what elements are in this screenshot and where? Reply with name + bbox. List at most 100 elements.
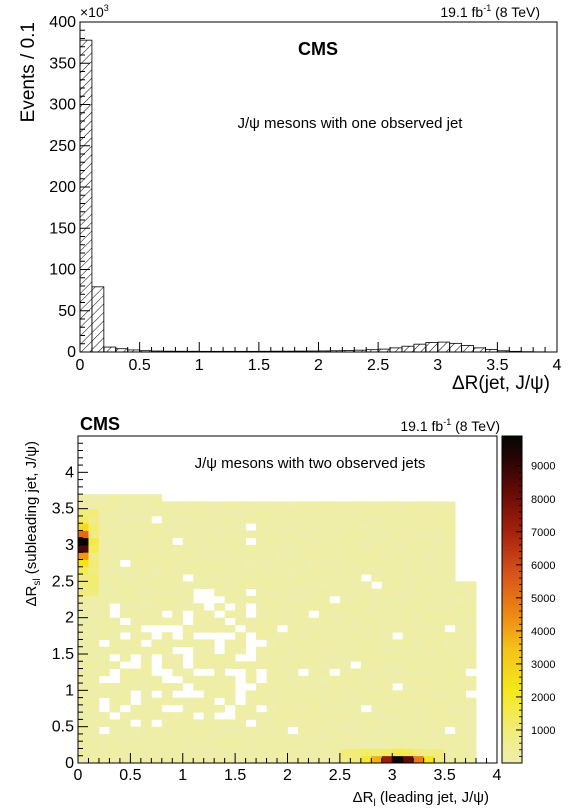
heatmap-cell [381,683,393,691]
heatmap-cell [329,697,341,706]
heatmap-cell [224,537,236,546]
heatmap-cell [119,515,131,524]
heatmap-cell [224,574,236,582]
heatmap-cell [235,712,246,720]
heatmap-cell [235,581,246,589]
heatmap-cell [297,566,309,575]
heatmap-cell [381,545,393,553]
bottom-x-axis: 0 0.5 1 1.5 2 2.5 3 3.5 4 [74,753,502,784]
heatmap-cell [98,552,110,560]
heatmap-cell [88,748,100,757]
heatmap-cell [98,748,110,757]
heatmap-cell [392,595,404,604]
heatmap-cell [444,581,456,589]
y-tick-label: 3 [65,537,74,554]
heatmap-cell [151,523,163,531]
heatmap-cell [392,719,404,728]
heatmap-cell [360,545,372,553]
heatmap-cell [140,603,152,611]
heatmap-cell [329,523,341,531]
heatmap-cell [130,632,142,640]
heatmap-cell [423,661,435,669]
heatmap-cell [130,704,142,713]
heatmap-cell [203,537,215,546]
heatmap-cell [78,566,89,575]
heatmap-cell [182,588,194,597]
heatmap-cell [308,624,320,633]
heatmap-cell [350,515,362,524]
heatmap-cell [350,523,362,531]
heatmap-cell [245,704,257,713]
heatmap-cell [182,530,194,539]
heatmap-cell [371,755,383,764]
heatmap-cell [308,603,320,611]
heatmap-cell [151,726,163,735]
top-lumi-label: 19.1 fb-1 (8 TeV) [440,3,540,20]
heatmap-cell [360,595,372,604]
heatmap-cell [266,501,278,510]
heatmap-cell [381,733,393,742]
heatmap-cell [182,552,194,560]
heatmap-cell [392,624,404,633]
heatmap-cell [78,668,89,677]
heatmap-cell [434,654,446,662]
heatmap-cell [203,661,215,669]
heatmap-cell [78,624,89,633]
heatmap-cell [151,588,163,597]
heatmap-cell [392,603,404,611]
heatmap-cell [214,741,226,749]
heatmap-cell [88,646,100,655]
heatmap-cell [297,624,309,633]
heatmap-cell [434,603,446,611]
heatmap-cell [109,617,121,626]
histogram-bar [389,347,403,353]
heatmap-cell [256,595,267,604]
heatmap-cell [266,595,278,604]
heatmap-cell [214,733,226,742]
heatmap-cell [140,494,152,502]
heatmap-cell [402,508,414,517]
heatmap-cell [434,748,446,757]
heatmap-cell [235,704,246,713]
heatmap-cell [318,733,330,742]
heatmap-cell [266,545,278,553]
x-tick-label: 2 [283,767,292,784]
heatmap-cell [287,508,299,517]
heatmap-cell [78,523,89,531]
heatmap-cell [78,683,89,691]
heatmap-cell [465,733,477,742]
heatmap-cell [339,632,351,640]
heatmap-cell [235,639,246,648]
heatmap-cell [119,595,131,604]
heatmap-cell [434,559,446,568]
heatmap-cell [161,748,173,757]
heatmap-cell [161,639,173,648]
heatmap-cell [266,574,278,582]
heatmap-cell [423,530,435,539]
heatmap-cell [256,719,267,728]
heatmap-cell [140,610,152,619]
heatmap-cell [297,545,309,553]
heatmap-cell [444,603,456,611]
heatmap-cell [329,545,341,553]
heatmap-cell [266,719,278,728]
heatmap-cell [109,733,121,742]
heatmap-cell [329,719,341,728]
heatmap-cell [256,588,267,597]
heatmap-cell [308,523,320,531]
colorbar-tick-label: 5000 [531,593,555,605]
heatmap-cell [318,748,330,757]
heatmap-cell [297,697,309,706]
heatmap-cell [235,733,246,742]
heatmap-cell [151,675,163,684]
heatmap-cell [235,719,246,728]
heatmap-cell [203,755,215,764]
heatmap-cell [360,748,372,757]
heatmap-cell [339,712,351,720]
heatmap-cell [329,639,341,648]
heatmap-cell [360,530,372,539]
heatmap-cell [423,574,435,582]
heatmap-cell [392,508,404,517]
top-x-axis: 0 0.5 1 1.5 2 2.5 3 3.5 4 [76,342,562,374]
heatmap-cell [214,501,226,510]
